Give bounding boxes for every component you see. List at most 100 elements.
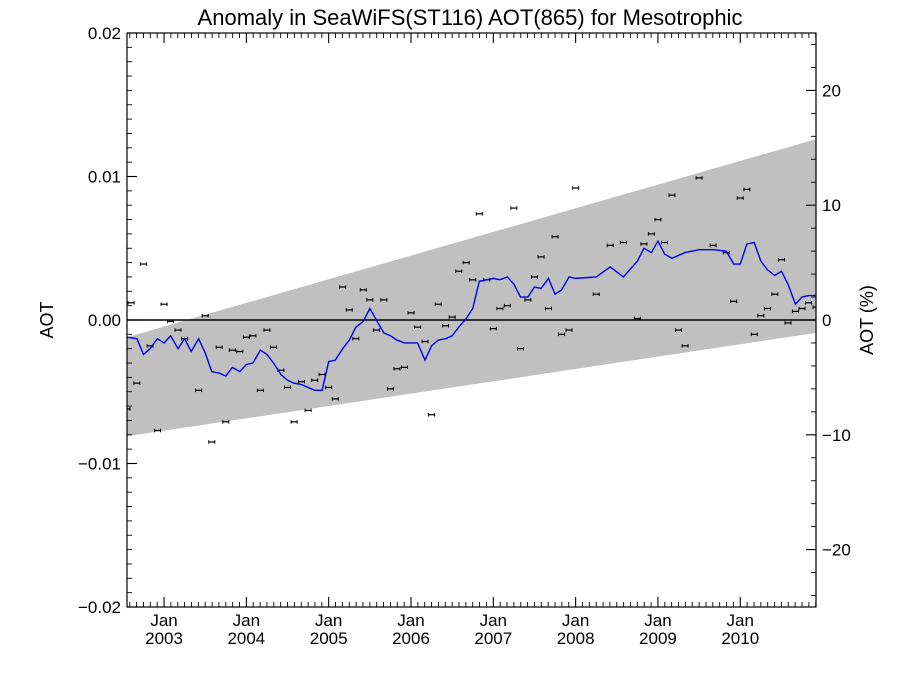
x-tick-year: 2007 — [474, 629, 512, 648]
data-point — [228, 348, 236, 352]
data-point — [127, 300, 135, 305]
data-point — [215, 345, 223, 350]
data-point — [284, 385, 292, 390]
data-point — [530, 275, 538, 279]
data-point — [763, 306, 771, 311]
plot-area — [127, 139, 816, 444]
data-point — [325, 385, 333, 390]
data-point — [339, 285, 347, 289]
data-point — [421, 339, 429, 344]
y-tick-label: −0.01 — [78, 455, 121, 474]
data-point — [784, 321, 792, 325]
y-tick-label: −0.02 — [78, 598, 121, 617]
data-point — [345, 308, 353, 312]
data-point — [311, 378, 319, 383]
data-point — [407, 311, 415, 315]
data-point — [606, 243, 614, 248]
data-point — [668, 193, 676, 197]
data-point — [386, 387, 394, 391]
data-point — [537, 255, 545, 259]
data-point — [448, 315, 456, 319]
data-point — [496, 306, 504, 311]
data-point — [167, 319, 175, 324]
data-point — [489, 326, 497, 331]
data-point — [290, 420, 298, 424]
data-point — [791, 309, 799, 314]
data-point — [524, 298, 532, 302]
data-point — [270, 345, 278, 350]
data-point — [743, 187, 751, 192]
data-point — [681, 344, 689, 348]
x-tick-month: Jan — [727, 611, 754, 630]
data-point — [139, 262, 147, 266]
data-point — [359, 288, 367, 292]
x-tick-year: 2003 — [145, 629, 183, 648]
data-point — [475, 212, 483, 216]
data-point — [647, 232, 655, 236]
x-tick-month: Jan — [233, 611, 260, 630]
data-point — [133, 381, 141, 385]
data-point — [434, 302, 442, 307]
data-point — [298, 379, 306, 384]
y-tick-label: 0.02 — [88, 24, 121, 43]
x-tick-month: Jan — [397, 611, 424, 630]
data-point — [400, 365, 408, 370]
y2-tick-label: 10 — [822, 196, 841, 215]
x-tick-year: 2004 — [227, 629, 265, 648]
data-point — [798, 306, 806, 311]
data-point — [195, 388, 203, 393]
data-point — [153, 428, 161, 433]
y2-tick-label: −20 — [822, 541, 851, 560]
data-point — [201, 313, 209, 318]
x-tick-month: Jan — [150, 611, 177, 630]
data-point — [777, 257, 785, 262]
data-point — [263, 328, 271, 332]
data-point — [222, 420, 230, 424]
y-tick-label: 0.00 — [88, 311, 121, 330]
data-point — [757, 313, 765, 318]
data-point — [654, 217, 662, 222]
x-tick-year: 2010 — [721, 629, 759, 648]
data-point — [771, 292, 779, 296]
data-point — [640, 242, 648, 246]
data-point — [503, 303, 511, 308]
data-point — [174, 328, 182, 332]
data-point — [633, 316, 641, 321]
y2-tick-label: 20 — [822, 81, 841, 100]
x-tick-year: 2005 — [310, 629, 348, 648]
data-point — [709, 243, 717, 248]
data-point — [414, 325, 422, 329]
x-tick-year: 2006 — [392, 629, 430, 648]
data-point — [352, 336, 360, 341]
data-point — [331, 397, 339, 401]
data-point — [249, 333, 257, 338]
data-point — [208, 440, 216, 444]
data-point — [544, 306, 552, 311]
data-point — [592, 292, 600, 296]
data-point — [516, 346, 524, 351]
data-point — [304, 408, 312, 413]
data-point — [428, 412, 436, 417]
data-point — [558, 332, 566, 337]
data-point — [661, 240, 669, 245]
data-point — [242, 335, 250, 340]
data-point — [127, 407, 131, 411]
x-tick-year: 2008 — [557, 629, 595, 648]
x-tick-month: Jan — [315, 611, 342, 630]
x-tick-month: Jan — [480, 611, 507, 630]
data-point — [619, 240, 627, 245]
data-point — [812, 305, 816, 309]
data-point — [462, 260, 470, 265]
chart-title: Anomaly in SeaWiFS(ST116) AOT(865) for M… — [198, 5, 743, 30]
y2-tick-label: 0 — [822, 311, 831, 330]
data-point — [730, 299, 738, 304]
data-point — [393, 366, 401, 371]
y-tick-label: 0.01 — [88, 168, 121, 187]
data-point — [736, 196, 744, 200]
data-point — [455, 269, 463, 274]
data-point — [750, 332, 758, 337]
data-point — [256, 388, 264, 393]
smoothed-anomaly-line — [127, 239, 816, 392]
x-tick-year: 2009 — [639, 629, 677, 648]
data-point — [380, 298, 388, 302]
